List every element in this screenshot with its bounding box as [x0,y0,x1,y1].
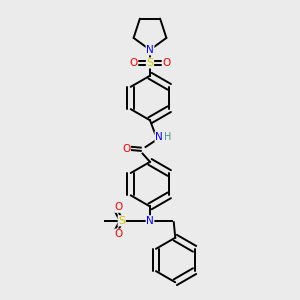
Text: O: O [115,229,123,239]
Text: N: N [146,216,154,226]
Text: O: O [162,58,170,68]
Text: N: N [146,45,154,55]
Text: S: S [146,58,154,68]
Text: O: O [122,143,130,154]
Text: O: O [115,202,123,212]
Text: N: N [155,132,163,142]
Text: H: H [164,132,172,142]
Text: O: O [130,58,138,68]
Text: S: S [118,216,125,226]
